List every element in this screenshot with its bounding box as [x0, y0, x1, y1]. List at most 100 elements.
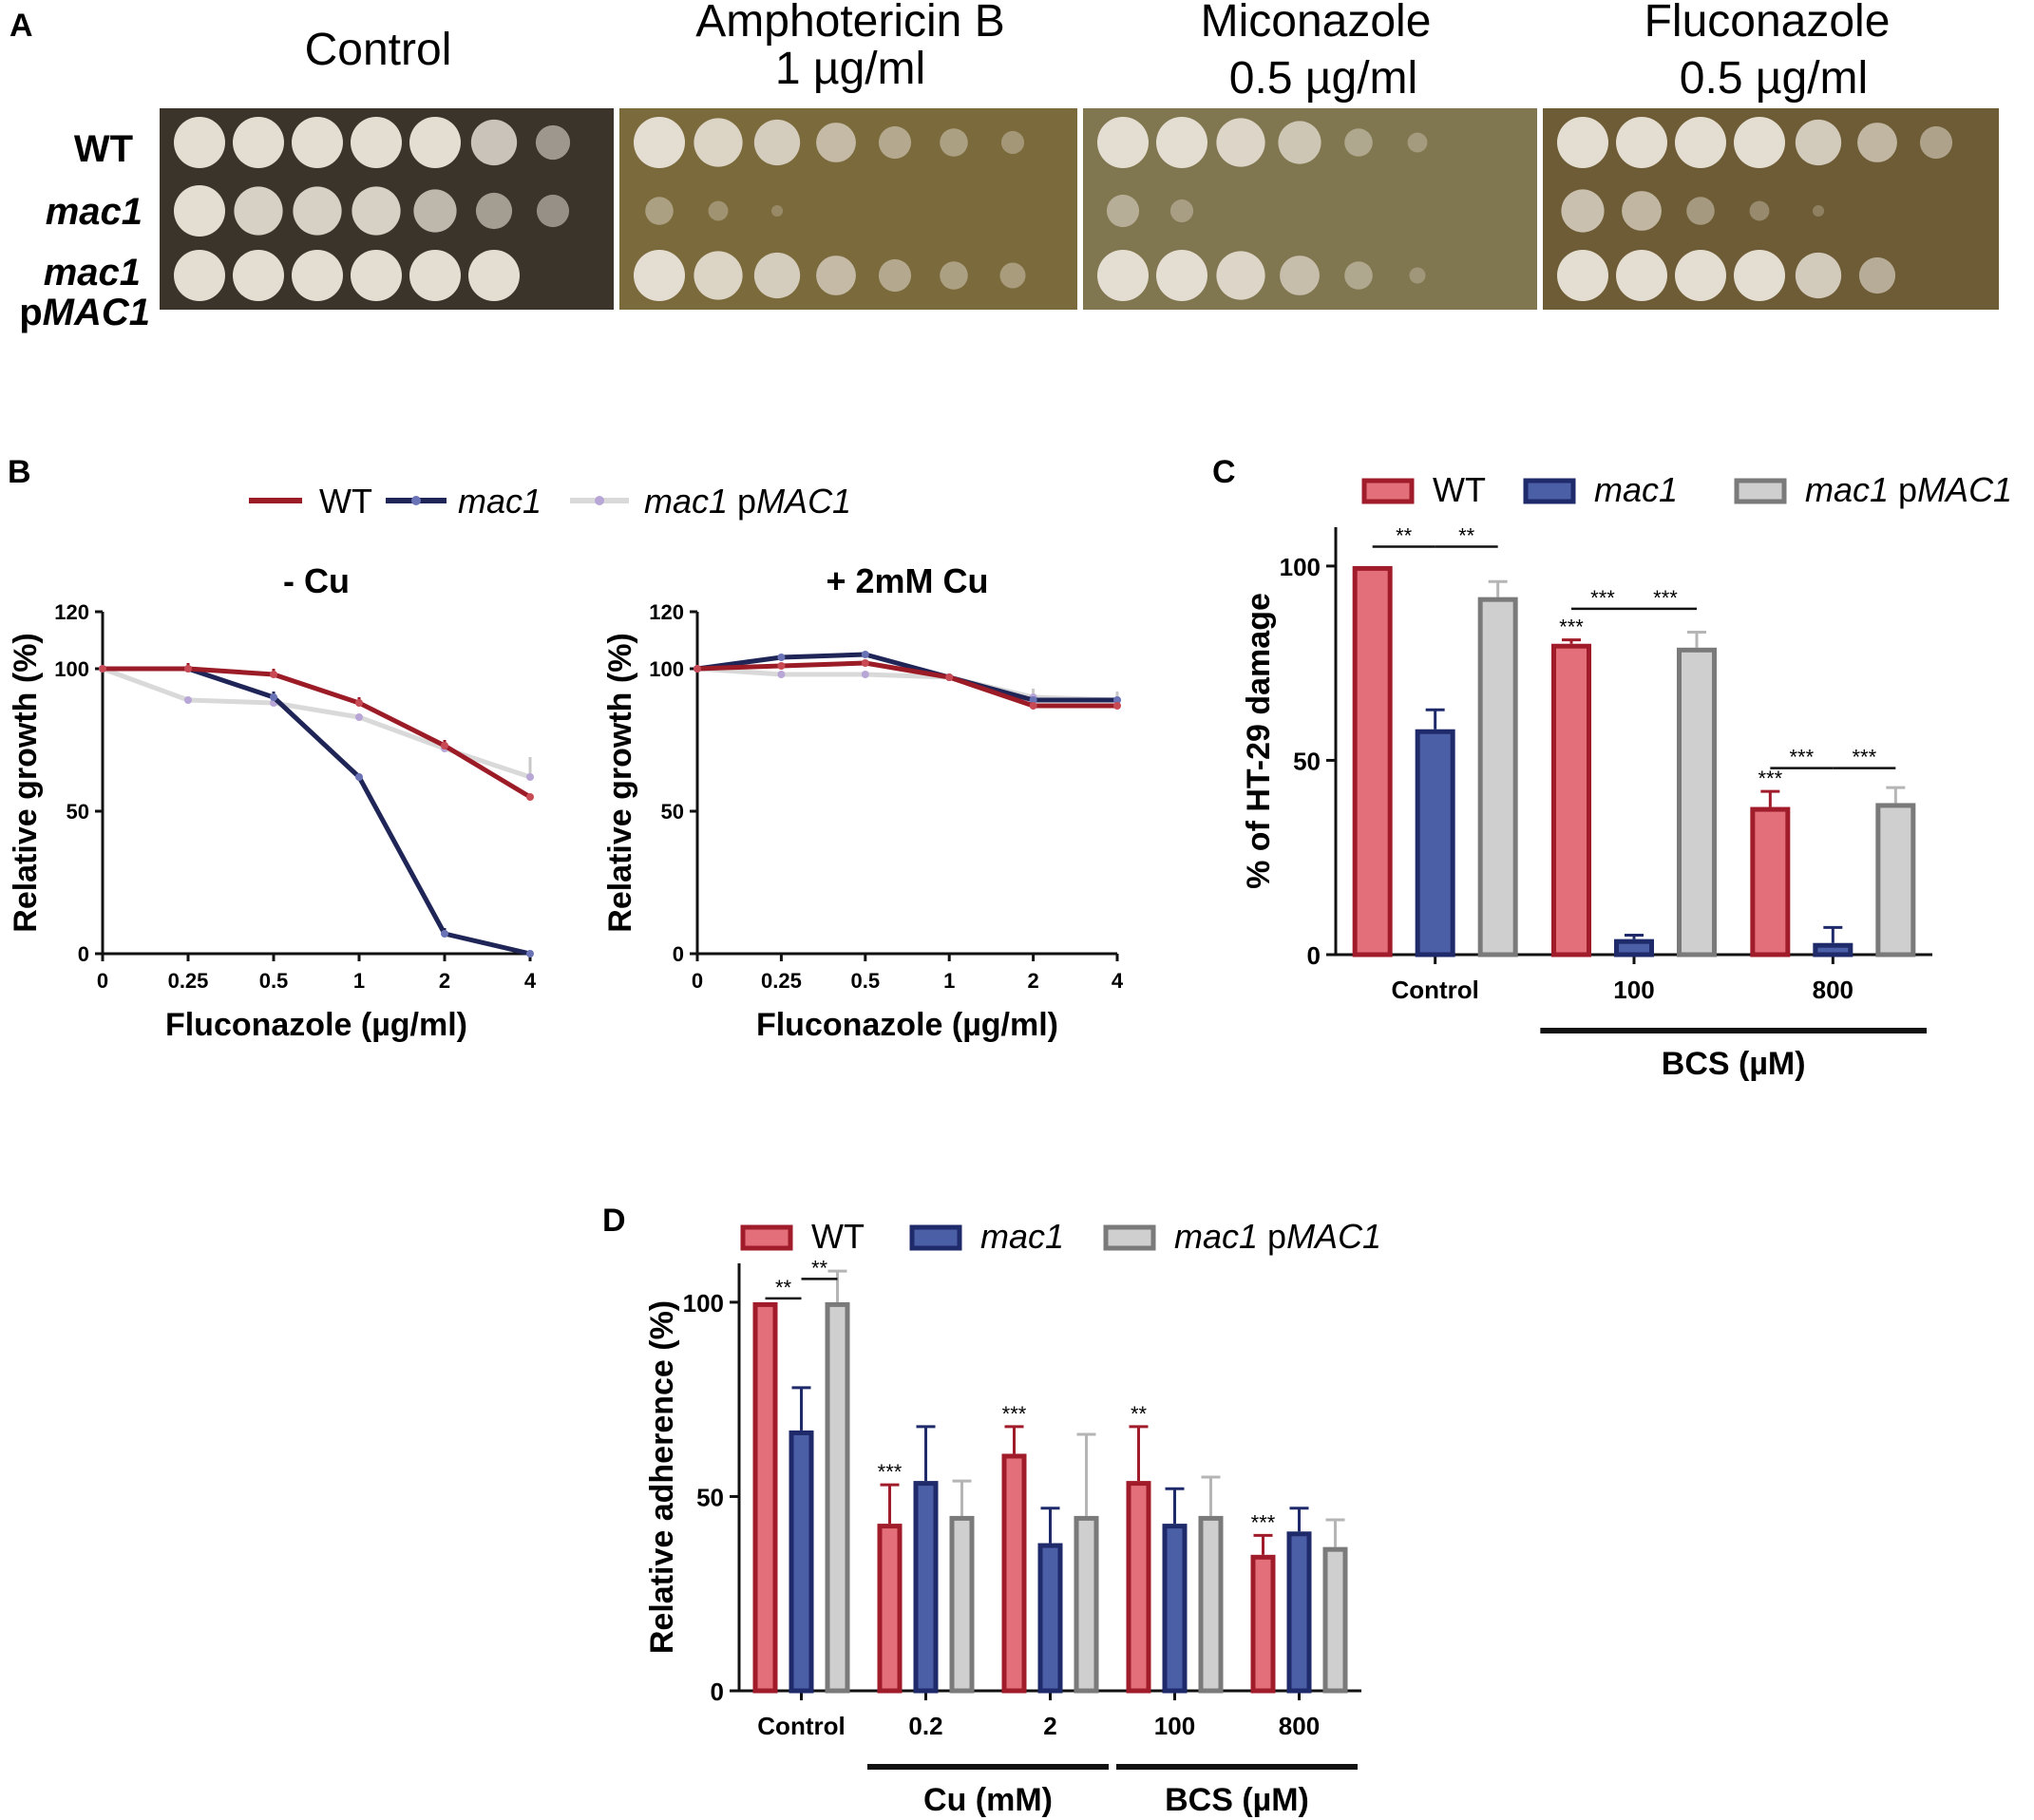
colony-spot [233, 117, 284, 168]
bar-mac1-pMAC1-Control [825, 1301, 850, 1694]
line-chart-minus-cu: 0 50 100 120 0 0.25 0.5 1 2 4 - Cu Fluconazole (µg/… [8, 561, 537, 1043]
colony-spot [409, 250, 461, 301]
data-point [1113, 702, 1121, 710]
x-tick-label: 100 [1154, 1712, 1195, 1740]
data-point [526, 793, 534, 801]
colony-spot [1000, 130, 1025, 155]
y-tick-label: 120 [54, 600, 89, 624]
colony-spot [1557, 117, 1608, 168]
bar-WT-2 [1001, 1453, 1027, 1694]
colony-spot [351, 117, 402, 168]
x-tick-label: Control [757, 1712, 845, 1740]
significance-label: *** [1251, 1510, 1276, 1534]
data-point [861, 651, 869, 658]
colony-spot [878, 258, 912, 293]
legend-label: WT [811, 1217, 865, 1256]
y-axis-label: % of HT-29 damage [1241, 593, 1277, 889]
panel-d-letter: D [602, 1203, 626, 1239]
colony-spot [634, 250, 685, 301]
series-line-mac1 [696, 652, 1117, 703]
y-tick-label: 100 [649, 657, 684, 681]
data-point [355, 699, 363, 707]
data-point [945, 673, 954, 681]
legend-swatch [740, 1224, 793, 1251]
x-tick-label: 2 [439, 969, 450, 993]
data-point [441, 930, 448, 938]
colony-spot [1280, 256, 1320, 295]
colony-spot [1216, 118, 1265, 167]
data-point [777, 654, 786, 661]
colony-spot [940, 128, 968, 157]
significance-label: *** [1653, 586, 1678, 610]
colony-spot [233, 250, 284, 301]
x-tick-label: 0.25 [168, 969, 209, 993]
y-axis-label: Relative growth (%) [602, 633, 638, 932]
bar-mac1-pMAC1-100 [1677, 647, 1717, 957]
bar-mac1-Control [789, 1430, 814, 1694]
data-point [777, 662, 786, 670]
data-point [99, 665, 106, 673]
colony-spot [999, 262, 1026, 289]
bar-WT-Control [752, 1301, 778, 1694]
significance-label: *** [1590, 586, 1615, 610]
legend-swatch [1361, 478, 1415, 504]
colony-spot [1097, 117, 1149, 168]
colony-spot [234, 186, 283, 236]
colony-spot [634, 117, 685, 168]
condition-title-fluconazole: Fluconazole [1644, 0, 1891, 47]
legend-label: mac1 [1594, 470, 1678, 509]
colony-spot [878, 125, 912, 160]
y-axis-label: Relative adherence (%) [644, 1300, 680, 1654]
group-label: BCS (µM) [1662, 1046, 1806, 1082]
x-tick-label: 0 [97, 969, 108, 993]
data-point [861, 659, 869, 667]
panel-b-letter: B [8, 454, 31, 490]
significance-label: *** [1789, 746, 1814, 769]
colony-spot [174, 117, 225, 168]
legend-b-complemented-label: mac1 pMAC1 [644, 482, 851, 521]
x-tick-label: 800 [1813, 976, 1853, 1004]
data-point [270, 671, 277, 678]
significance-label: *** [1559, 616, 1584, 639]
colony-spot [293, 186, 342, 236]
y-tick-label: 0 [673, 942, 684, 966]
colony-spot [351, 250, 402, 301]
colony-spot [645, 197, 674, 225]
colony-spot [1749, 200, 1770, 221]
legend-label-part: MAC1 [1286, 1217, 1381, 1256]
legend-swatch [1734, 478, 1787, 504]
significance-label: ** [1396, 523, 1413, 547]
y-tick-label: 0 [711, 1678, 724, 1706]
panel-a: A Control Amphotericin B 1 µg/ml Miconaz… [10, 0, 1999, 333]
row-label-mac1: mac1 [46, 191, 143, 233]
bar-mac1-100 [1614, 938, 1654, 957]
colony-spot [409, 117, 461, 168]
data-point [526, 950, 534, 957]
data-point [1113, 696, 1121, 704]
x-axis-label: Fluconazole (µg/ml) [756, 1007, 1058, 1043]
data-point [270, 693, 277, 701]
group-label: Cu (mM) [923, 1782, 1053, 1818]
row-label-complemented-line1: mac1 [44, 252, 141, 294]
condition-title-amphotericin: Amphotericin B [695, 0, 1004, 47]
x-tick-label: 0.25 [761, 969, 802, 993]
series-line-WT [696, 660, 1117, 709]
significance-label: ** [811, 1256, 828, 1280]
y-tick-label: 0 [1307, 941, 1321, 970]
significance-label: *** [1758, 767, 1782, 790]
significance-label: ** [1131, 1402, 1148, 1426]
x-tick-label: 800 [1279, 1712, 1320, 1740]
y-tick-label: 50 [696, 1483, 724, 1511]
colony-spot [1622, 191, 1662, 231]
colony-spot [1858, 256, 1896, 294]
legend-b-complemented-marker [595, 496, 604, 505]
colony-spot [694, 118, 743, 167]
colony-spot [1409, 267, 1426, 284]
colony-spot [1857, 123, 1897, 162]
data-point [355, 713, 363, 721]
bar-mac1-pMAC1-2 [1074, 1515, 1099, 1694]
bar-mac1-pMAC1-0.2 [949, 1515, 975, 1694]
